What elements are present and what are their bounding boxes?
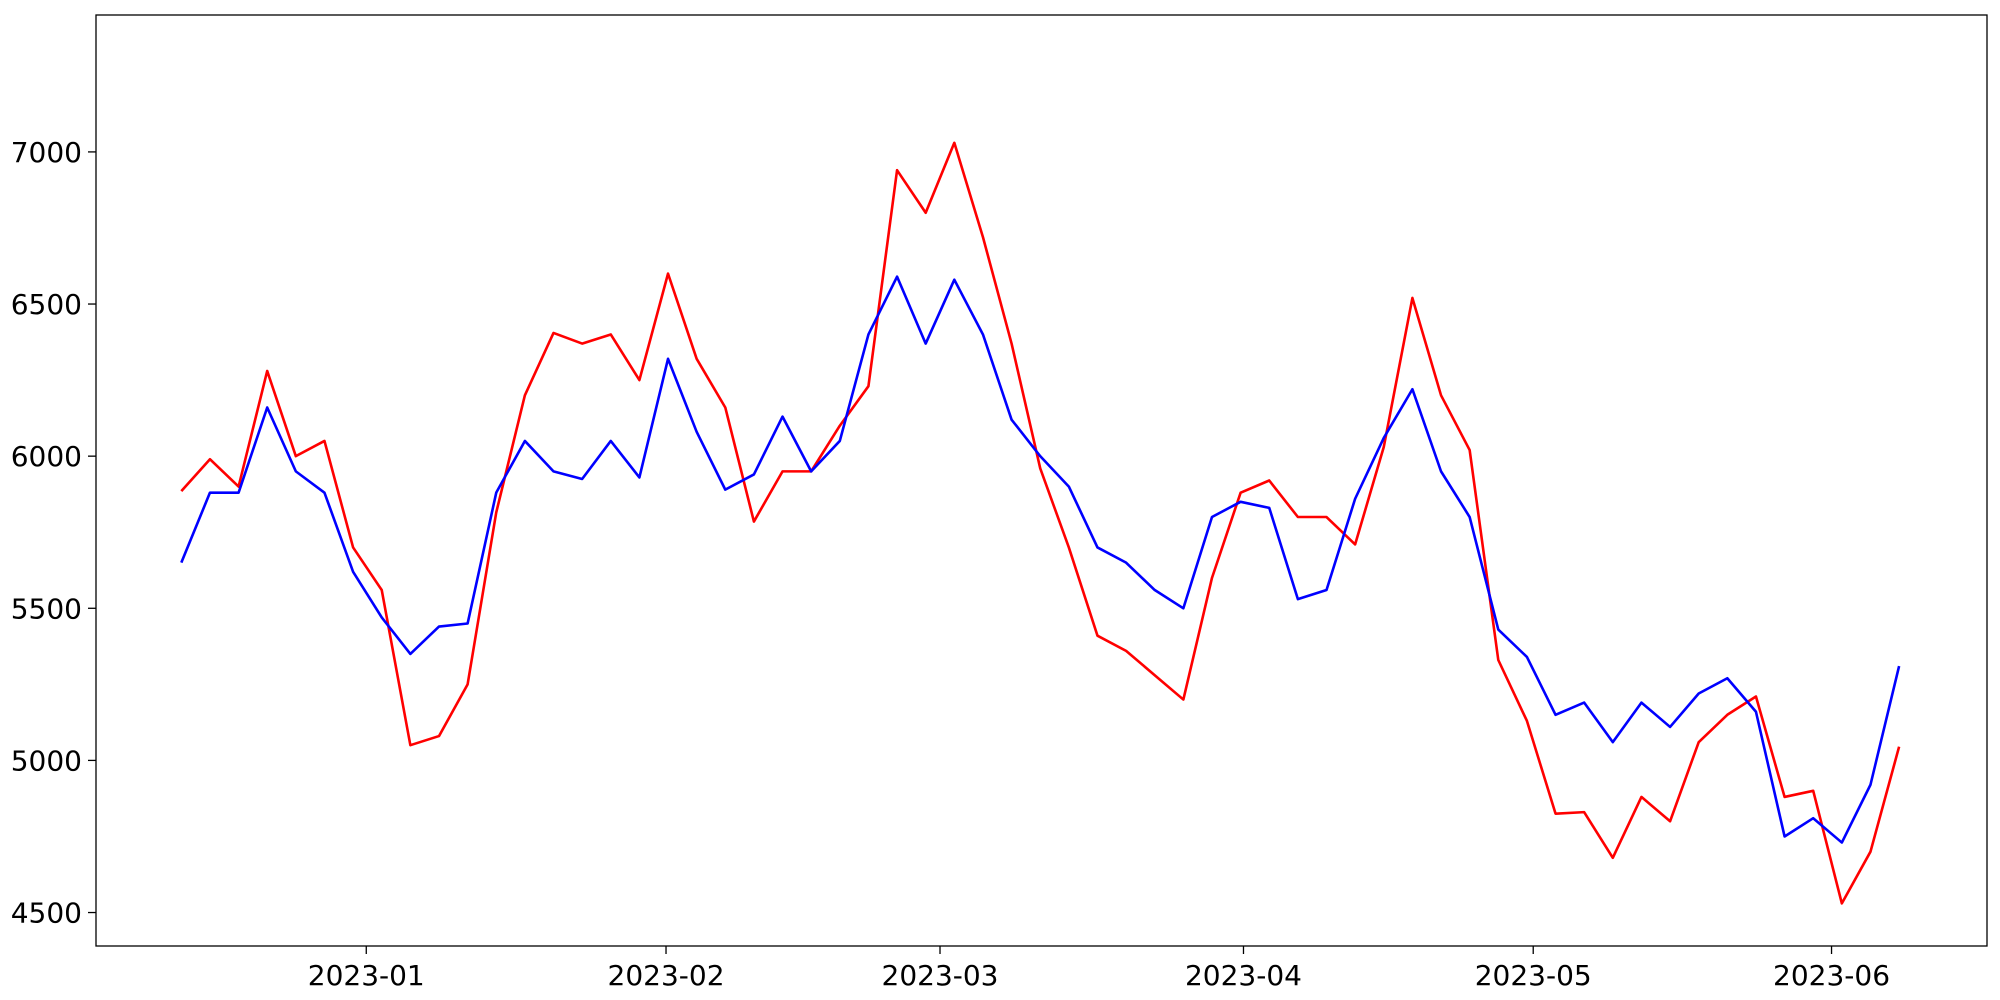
x-tick-label: 2023-01 (308, 959, 425, 992)
data-line (180, 275, 1901, 844)
data-line (180, 141, 1901, 905)
x-tick-label: 2023-06 (1773, 959, 1890, 992)
x-tick-label: 2023-05 (1475, 959, 1592, 992)
x-tick-label: 2023-02 (608, 959, 725, 992)
x-tick-label: 2023-03 (882, 959, 999, 992)
y-tick-label: 5500 (11, 592, 82, 625)
y-tick-label: 7000 (11, 136, 82, 169)
y-tick-label: 5000 (11, 744, 82, 777)
y-tick-label: 6500 (11, 288, 82, 321)
x-tick-label: 2023-04 (1185, 959, 1302, 992)
y-tick-label: 4500 (11, 897, 82, 930)
plot-frame (95, 14, 1988, 947)
y-tick-label: 6000 (11, 440, 82, 473)
